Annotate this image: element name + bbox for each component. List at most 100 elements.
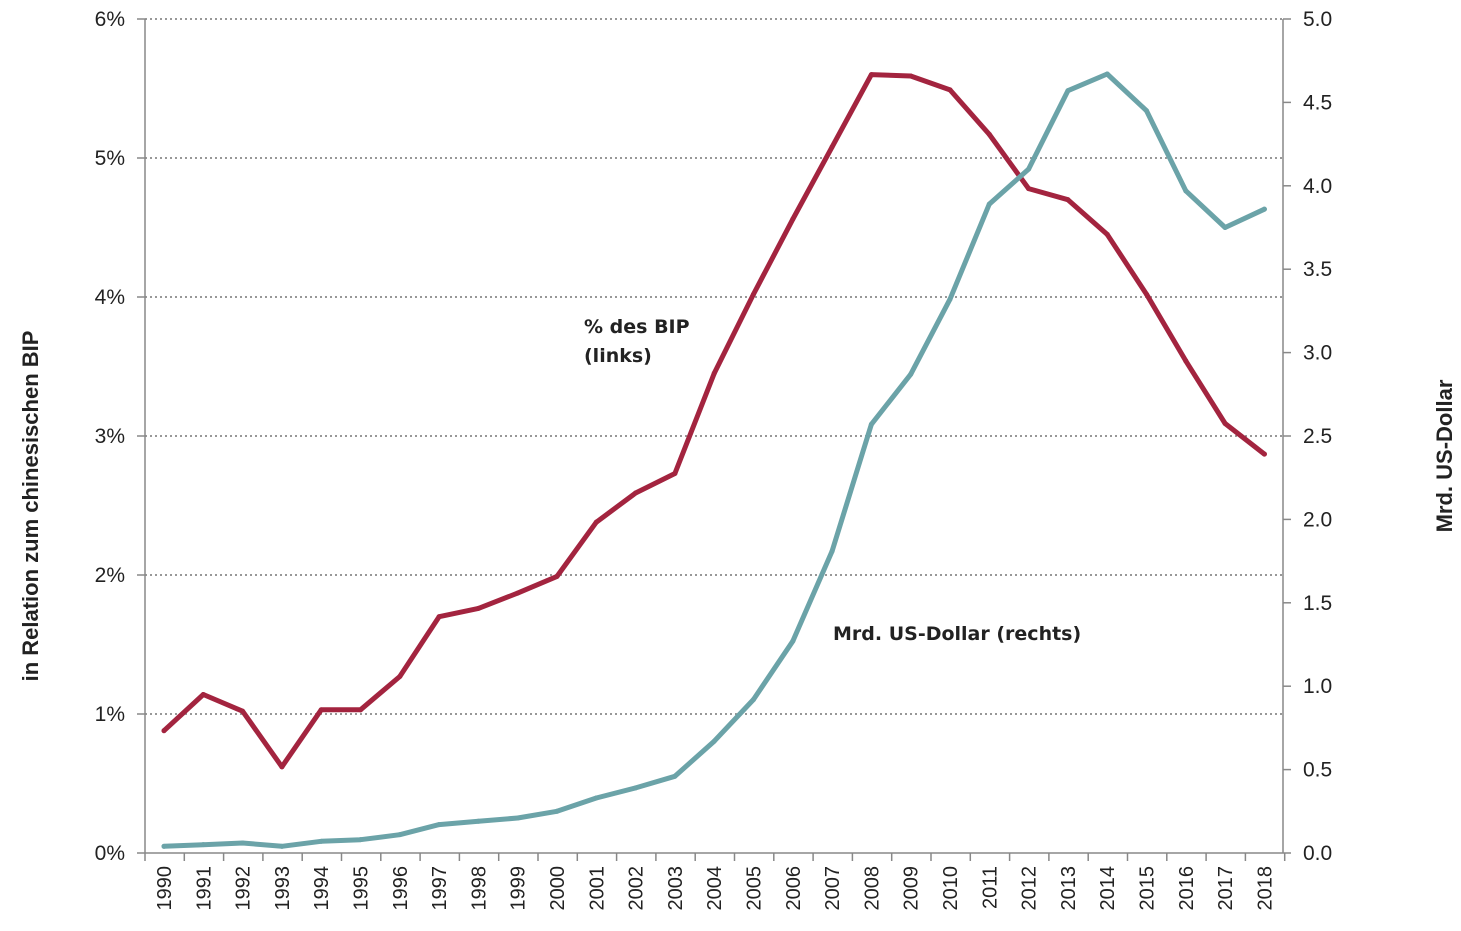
x-tick-label: 1991	[193, 866, 215, 911]
data-point-1	[1104, 71, 1110, 77]
x-tick-label: 2015	[1137, 866, 1159, 911]
left-tick-label: 1%	[95, 703, 125, 726]
x-tick-label: 2011	[979, 866, 1001, 909]
data-point-0	[318, 707, 324, 713]
x-tick-label: 2014	[1097, 866, 1119, 911]
left-tick-label: 0%	[95, 842, 125, 865]
x-tick-label: 2017	[1215, 866, 1237, 911]
series-label-gdp: % des BIP (links)	[584, 316, 696, 367]
x-tick-label: 2009	[901, 866, 923, 911]
data-point-0	[711, 370, 717, 376]
data-point-0	[947, 87, 953, 93]
x-tick-label: 2003	[665, 866, 687, 911]
data-point-0	[1026, 186, 1032, 192]
left-tick-label: 4%	[95, 286, 125, 309]
data-point-1	[829, 548, 835, 554]
x-tick-label: 1998	[468, 866, 490, 911]
data-point-0	[161, 728, 167, 734]
data-point-0	[358, 707, 363, 713]
x-tick-label: 2001	[586, 866, 608, 911]
left-tick-label: 5%	[95, 147, 125, 170]
data-point-1	[436, 822, 442, 828]
data-point-0	[790, 216, 796, 222]
data-point-0	[751, 291, 756, 297]
right-tick-label: 2.0	[1303, 508, 1332, 531]
x-tick-label: 2004	[704, 866, 726, 911]
data-point-1	[475, 818, 481, 824]
data-point-1	[554, 808, 560, 814]
series-label-gdp-line2: (links)	[584, 345, 652, 367]
x-tick-label: 1999	[508, 866, 530, 911]
data-point-1	[1065, 88, 1071, 94]
right-tick-label: 3.5	[1303, 258, 1332, 281]
data-point-1	[986, 201, 992, 207]
data-point-0	[397, 673, 403, 679]
data-point-0	[279, 764, 285, 770]
x-tick-label: 2016	[1176, 866, 1198, 911]
data-point-0	[1183, 358, 1189, 364]
data-point-1	[1261, 206, 1267, 212]
data-point-1	[240, 840, 246, 846]
data-point-1	[790, 638, 796, 644]
data-point-1	[593, 795, 599, 801]
x-tick-label: 2013	[1058, 866, 1080, 911]
x-tick-label: 1990	[154, 866, 176, 911]
x-tick-label: 2007	[822, 866, 844, 911]
data-point-1	[397, 832, 403, 838]
x-tick-label: 2005	[744, 866, 766, 911]
data-point-0	[436, 614, 442, 620]
series-label-usd: Mrd. US-Dollar (rechts)	[833, 623, 1081, 645]
data-point-0	[1222, 420, 1228, 426]
data-point-1	[908, 371, 914, 377]
x-tick-label: 1994	[311, 866, 333, 911]
data-point-0	[200, 692, 206, 698]
data-point-1	[633, 785, 639, 791]
x-axis-ticks: 1990 1991 1992 1993 1994 1995 1996 1997 1998 1999…	[144, 853, 1286, 911]
data-point-0	[829, 144, 835, 150]
data-point-1	[711, 738, 717, 744]
data-point-0	[1261, 451, 1267, 457]
data-point-0	[593, 519, 599, 525]
x-tick-label: 2002	[626, 866, 648, 911]
right-tick-label: 5.0	[1303, 8, 1332, 31]
series-line-0	[161, 72, 1267, 770]
data-point-1	[161, 843, 167, 849]
right-tick-label: 4.5	[1303, 91, 1332, 114]
right-tick-label: 0.5	[1303, 759, 1332, 782]
series-lines	[161, 71, 1267, 849]
right-axis-title: Mrd. US-Dollar	[1432, 379, 1457, 532]
data-point-0	[1065, 197, 1071, 203]
data-point-1	[1183, 188, 1189, 194]
x-tick-label: 1996	[390, 866, 412, 911]
right-tick-label: 2.5	[1303, 425, 1332, 448]
data-point-1	[1222, 225, 1228, 230]
left-axis-title: in Relation zum chinesischen BIP	[18, 331, 43, 682]
x-tick-label: 2008	[861, 866, 883, 911]
x-tick-label: 1992	[233, 866, 255, 911]
data-point-0	[986, 131, 992, 137]
x-tick-label: 1997	[429, 866, 451, 911]
x-tick-label: 2006	[783, 866, 805, 911]
data-point-1	[1026, 166, 1032, 172]
data-point-0	[554, 573, 560, 579]
x-tick-label: 1993	[272, 866, 294, 911]
data-point-0	[633, 490, 639, 496]
data-point-0	[475, 605, 481, 611]
data-point-1	[947, 296, 953, 302]
series-line-1	[161, 71, 1267, 849]
data-point-1	[279, 843, 285, 849]
data-point-0	[908, 73, 914, 79]
data-point-0	[672, 471, 678, 477]
data-point-1	[1144, 108, 1149, 114]
series-label-gdp-line1: % des BIP	[584, 316, 690, 338]
data-point-0	[868, 72, 874, 78]
left-tick-label: 3%	[95, 425, 125, 448]
x-tick-label: 1995	[351, 866, 373, 911]
left-axis-ticks: 0% 1% 2% 3% 4% 5% 6%	[95, 8, 145, 865]
x-tick-label: 2012	[1019, 866, 1041, 911]
data-point-1	[200, 842, 206, 848]
left-tick-label: 2%	[95, 564, 125, 587]
data-point-1	[672, 773, 678, 779]
data-point-0	[1104, 231, 1110, 237]
